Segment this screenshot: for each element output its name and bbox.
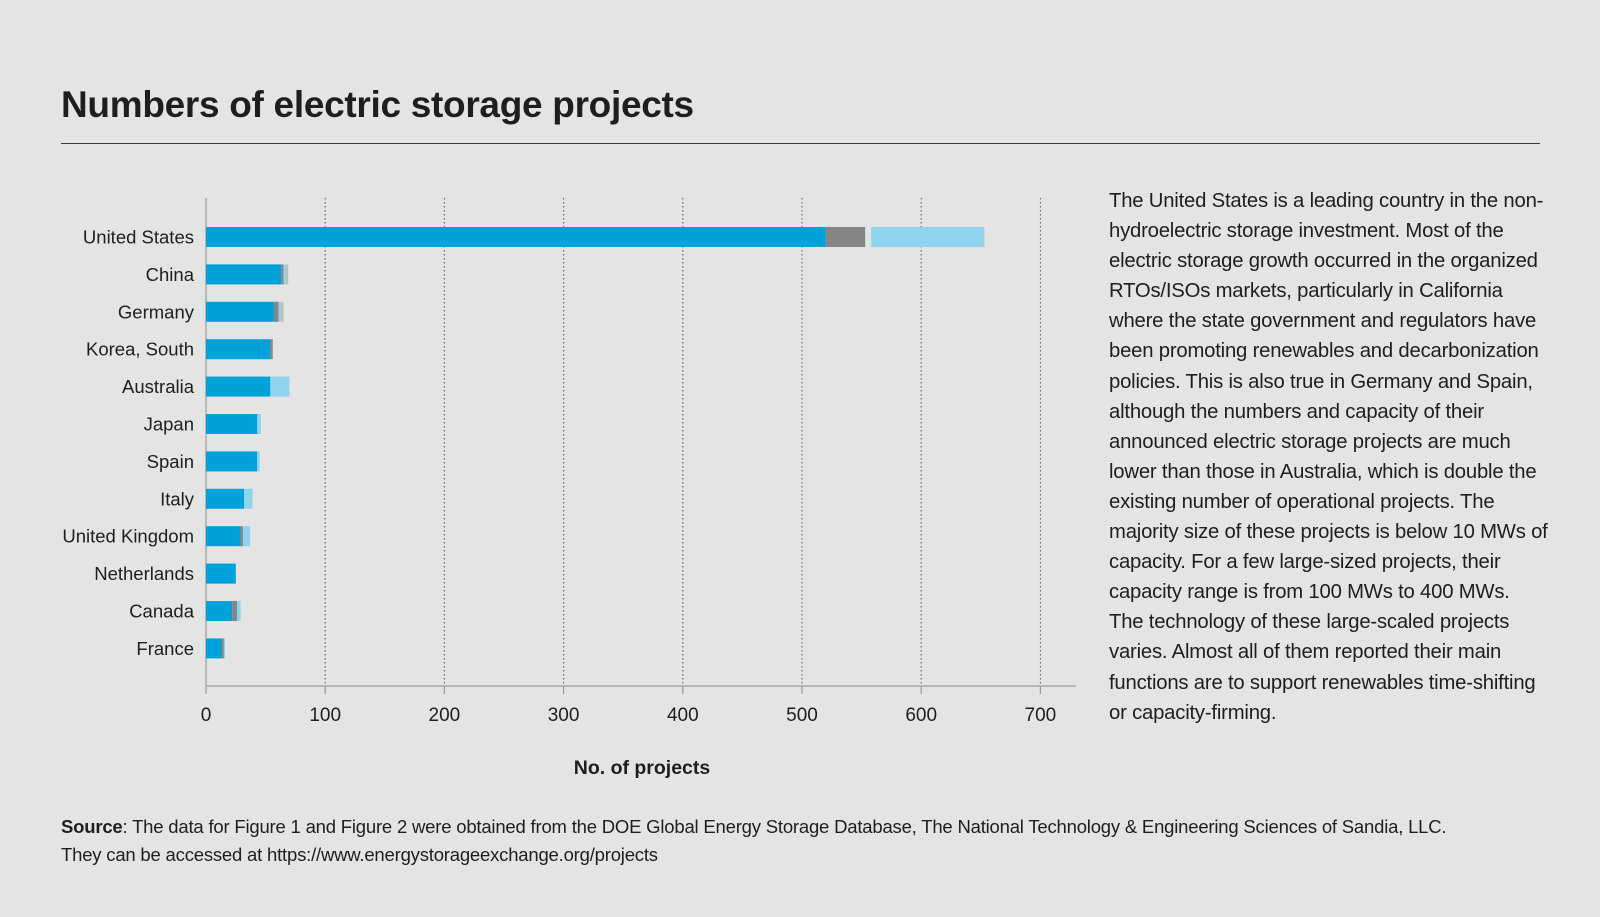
x-tick-label-400: 400 [667,705,699,726]
bar-germany-segment-1 [206,301,274,322]
chart-title: Numbers of electric storage projects [61,84,694,125]
chart-description: The United States is a leading country i… [1109,190,1548,724]
bar-united-states-segment-2 [825,227,866,247]
bar-netherlands-segment-1 [206,563,236,584]
category-label-spain: Spain [147,451,194,472]
source-text: : The data for Figure 1 and Figure 2 wer… [122,816,1447,837]
x-tick-label-500: 500 [786,705,818,726]
bar-korea-south-segment-1 [206,339,271,360]
bar-united-states-segment-3 [871,227,985,247]
source-note: Source: The data for Figure 1 and Figure… [61,813,1541,868]
bar-united-states-segment-1 [206,227,826,247]
x-tick-label-700: 700 [1025,705,1057,726]
bar-spain-segment-3 [257,451,260,472]
source-label: Source [61,816,123,837]
category-label-australia: Australia [122,376,195,397]
category-label-china: China [146,264,195,285]
bar-germany-segment-2 [273,301,279,322]
bar-korea-south-segment-2 [270,339,273,360]
bar-japan-segment-1 [206,414,258,434]
category-label-united-states: United States [83,227,194,248]
bar-germany-segment-3 [278,301,282,322]
bar-germany-segment-4 [281,301,284,322]
category-label-canada: Canada [129,601,195,622]
bar-united-kingdom-segment-2 [240,526,243,547]
x-tick-label-100: 100 [309,705,341,726]
bar-france-segment-2 [221,638,224,659]
x-tick-label-300: 300 [548,705,580,726]
bar-italy-segment-3 [244,488,253,509]
bar-china-segment-3 [283,264,286,285]
x-axis-title: No. of projects [574,757,711,779]
bar-united-kingdom-segment-1 [206,526,241,547]
source-link-text: They can be accessed at https://www.ener… [61,843,658,865]
x-tick-label-200: 200 [429,705,461,726]
bar-australia-segment-1 [206,376,271,397]
bar-canada-segment-1 [206,601,233,621]
bar-canada-segment-3 [236,601,241,621]
category-label-italy: Italy [160,488,195,509]
bar-chart: 0 100 200 300 400 500 600 700 No. of projects Uni… [62,198,1076,779]
bar-france-segment-3 [223,638,226,659]
category-label-france: France [136,638,194,659]
bar-china-segment-4 [285,264,289,285]
category-label-japan: Japan [144,414,194,435]
category-label-korea-south: Korea, South [86,339,194,360]
category-label-united-kingdom: United Kingdom [62,526,194,547]
bar-france-segment-1 [206,638,222,659]
bar-china-segment-1 [206,264,282,285]
category-label-germany: Germany [118,301,195,322]
bar-italy-segment-1 [206,488,245,509]
bar-canada-segment-2 [232,601,237,621]
bar-china-segment-2 [281,264,284,285]
bar-australia-segment-3 [270,376,290,397]
category-label-netherlands: Netherlands [94,563,194,584]
bar-united-kingdom-segment-3 [242,526,251,547]
bar-japan-segment-3 [257,414,261,434]
x-tick-label-0: 0 [201,705,212,726]
bar-spain-segment-1 [206,451,258,472]
x-tick-label-600: 600 [905,705,937,726]
title-divider [61,143,1540,144]
